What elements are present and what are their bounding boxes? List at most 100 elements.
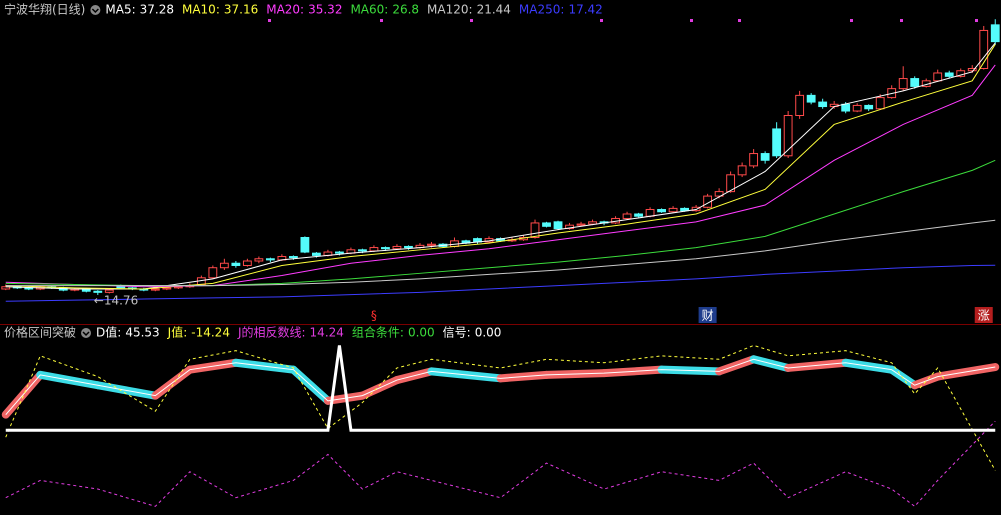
candle-body: [841, 103, 851, 112]
legend-text: 0.00: [475, 326, 502, 340]
candle-body: [208, 267, 218, 279]
legend-text: MA20:: [266, 3, 304, 17]
candle-body: [576, 223, 586, 226]
candle-body: [818, 101, 828, 108]
event-marker: 涨: [978, 308, 990, 323]
legend-toggle-arrow: [82, 331, 90, 337]
candle-body: [242, 260, 252, 266]
ma-line: [5, 264, 996, 302]
legend-text: 21.44: [477, 3, 511, 17]
candle-body: [933, 72, 943, 82]
event-marker: §: [371, 309, 377, 323]
candle-body: [634, 213, 643, 217]
legend-text: D值:: [96, 325, 121, 340]
candle-body: [231, 262, 241, 266]
legend-toggle: [81, 328, 92, 338]
candle-body: [979, 29, 989, 69]
candle-body: [622, 213, 632, 219]
candle-body: [542, 222, 551, 227]
legend-text: J的相反数线:: [237, 325, 306, 340]
indicator-line: [5, 420, 996, 508]
legend-text: 价格区间突破: [4, 325, 76, 340]
candle-body: [530, 222, 540, 238]
candle-body: [392, 245, 402, 250]
ma-line: [5, 219, 996, 287]
legend-text: MA10:: [182, 3, 220, 17]
legend-text: MA5:: [105, 3, 135, 17]
candle-body: [737, 165, 747, 176]
event-box: [974, 307, 993, 323]
bottom-legend: 价格区间突破 D值: 45.53 J值: -14.24 J的相反数线: 14.24 组合条件:…: [4, 325, 501, 340]
event-marker: 财: [702, 309, 714, 323]
legend-text: 37.16: [224, 3, 258, 17]
legend-text: -14.24: [191, 326, 230, 340]
legend-text: MA250:: [519, 3, 565, 17]
candle-body: [806, 94, 816, 103]
candle-body: [852, 104, 862, 112]
legend-text: 宁波华翔(日线): [4, 2, 85, 17]
legend-text: MA120:: [427, 3, 473, 17]
legend-text: 组合条件:: [352, 325, 404, 340]
candle-body: [760, 153, 770, 161]
candle-body: [288, 256, 298, 259]
legend-text: 0.00: [408, 326, 435, 340]
candle-body: [565, 224, 574, 230]
candle-body: [588, 221, 597, 225]
candle-body: [703, 195, 713, 208]
legend-text: 35.32: [308, 3, 342, 17]
candle-body: [311, 252, 321, 256]
candle-body: [173, 286, 183, 289]
candle-body: [254, 258, 264, 262]
top-dots: [268, 19, 978, 22]
candle-body: [300, 236, 310, 253]
candle-body: [726, 174, 736, 193]
ma-line: [5, 42, 996, 290]
candle-body: [162, 287, 172, 290]
candle-body: [910, 78, 920, 87]
legend-text: 26.8: [392, 3, 419, 17]
signal-line: [5, 345, 996, 432]
legend-text: MA60:: [350, 3, 388, 17]
legend-toggle: [90, 5, 101, 15]
top-legend: 宁波华翔(日线) MA5: 37.28 MA10: 37.16 MA20: 35.32 MA6…: [4, 2, 603, 17]
legend-toggle-arrow: [91, 8, 99, 14]
legend-text: 14.24: [310, 326, 344, 340]
candle-body: [335, 251, 344, 254]
candle-body: [553, 221, 563, 230]
indicator-line: [5, 344, 996, 471]
candle-body: [772, 128, 782, 157]
candle-body: [219, 262, 229, 269]
legend-text: 45.53: [125, 326, 159, 340]
candle-body: [404, 245, 413, 249]
candle-body: [265, 258, 275, 261]
legend-text: 信号:: [443, 326, 471, 340]
candle-body: [427, 243, 436, 246]
candle-body: [875, 97, 885, 110]
ma-line: [5, 64, 996, 288]
candle-body: [990, 24, 1000, 43]
candle-body: [749, 153, 759, 167]
candle-body: [944, 72, 954, 77]
candle-body: [668, 207, 678, 213]
candle-body: [93, 290, 103, 293]
candle-body: [967, 67, 977, 72]
event-box: [698, 307, 717, 323]
candle-body: [680, 207, 690, 212]
legend-text: J值:: [167, 325, 188, 340]
candle-body: [369, 247, 379, 252]
candle-body: [150, 288, 160, 291]
legend-text: 37.28: [140, 3, 174, 17]
candle-body: [358, 249, 367, 252]
candle-body: [714, 191, 724, 197]
candle-body: [381, 247, 390, 250]
candle-body: [104, 289, 114, 293]
indicator-line: [5, 358, 996, 415]
candle-body: [657, 209, 666, 213]
candle-body: [864, 104, 874, 110]
candle-body: [898, 78, 908, 90]
candle-body: [645, 209, 655, 217]
legend-text: 17.42: [568, 3, 602, 17]
